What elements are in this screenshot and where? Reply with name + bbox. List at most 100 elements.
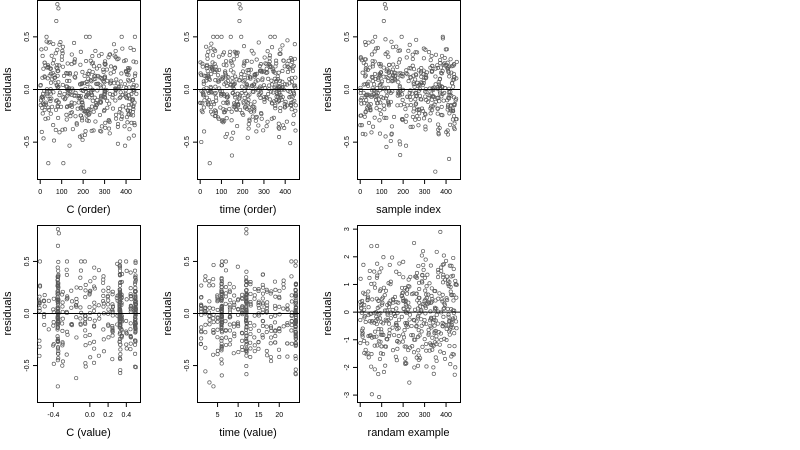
data-point (114, 295, 119, 300)
data-point (37, 308, 42, 313)
data-point (264, 324, 269, 329)
data-point (227, 288, 232, 293)
x-axis-label: C (order) (66, 204, 110, 216)
data-point (429, 91, 434, 96)
data-point (99, 99, 104, 104)
data-point (397, 83, 402, 89)
data-point (203, 330, 208, 335)
data-point (55, 346, 60, 351)
data-point (244, 300, 249, 305)
x-tick-label: 0.4 (121, 412, 131, 419)
data-point (64, 117, 69, 122)
data-point (293, 354, 298, 359)
data-point (124, 259, 129, 264)
data-point (358, 55, 363, 60)
data-point (223, 328, 228, 333)
data-point (231, 70, 236, 75)
data-point (363, 42, 368, 47)
data-point (133, 307, 138, 312)
data-point (262, 55, 267, 60)
data-point (235, 91, 240, 96)
data-point (67, 78, 72, 84)
data-point (262, 69, 267, 74)
data-point (360, 131, 365, 137)
data-point (244, 227, 249, 232)
data-point (366, 79, 371, 84)
data-point (386, 70, 391, 75)
data-point (383, 344, 388, 349)
data-point (117, 268, 123, 273)
data-point (452, 372, 457, 377)
data-point (241, 44, 247, 49)
x-tick-label: 400 (440, 412, 452, 419)
data-point (94, 66, 99, 71)
data-point (132, 281, 138, 286)
data-point (383, 134, 388, 139)
data-point (400, 92, 405, 97)
data-point (423, 288, 428, 293)
data-point (207, 380, 212, 385)
data-point (381, 369, 387, 375)
data-point (56, 6, 61, 11)
data-point (74, 376, 79, 381)
data-point (425, 272, 430, 277)
data-point (373, 76, 378, 81)
data-points (358, 2, 459, 174)
data-point (128, 327, 133, 332)
x-tick-label: 5 (216, 412, 220, 419)
panel-1: 0 100 200 300 400-0.50.00.5C (order)residual… (2, 0, 141, 216)
data-point (422, 275, 427, 280)
data-point (381, 19, 386, 24)
data-point (277, 288, 282, 293)
data-point (293, 305, 298, 310)
data-point (117, 272, 123, 277)
data-point (198, 342, 203, 347)
data-points (38, 2, 139, 174)
data-point (133, 288, 138, 294)
data-point (365, 298, 370, 303)
data-point (450, 108, 455, 113)
data-point (441, 306, 446, 311)
data-point (392, 333, 397, 338)
data-point (293, 356, 298, 361)
data-point (91, 308, 97, 313)
data-point (252, 72, 257, 77)
data-point (386, 103, 391, 108)
data-point (65, 71, 70, 76)
data-point (254, 57, 259, 62)
data-point (124, 96, 129, 101)
data-point (215, 335, 220, 340)
data-point (213, 67, 218, 72)
data-point (260, 335, 265, 340)
data-point (219, 259, 225, 264)
data-point (437, 291, 442, 296)
data-point (103, 120, 108, 125)
data-point (56, 349, 61, 354)
data-point (293, 300, 298, 305)
data-point (446, 96, 452, 101)
data-point (281, 306, 286, 311)
data-point (239, 71, 244, 77)
data-point (248, 340, 253, 345)
data-point (69, 92, 74, 97)
data-point (227, 307, 233, 312)
y-tick-label: -1 (344, 337, 351, 343)
data-point (240, 307, 245, 312)
data-point (215, 73, 221, 78)
data-point (57, 93, 62, 98)
data-point (410, 63, 415, 68)
data-point (212, 70, 217, 75)
data-point (248, 301, 253, 307)
data-point (363, 110, 368, 115)
data-point (203, 322, 208, 327)
data-point (117, 306, 122, 312)
data-point (393, 313, 398, 319)
data-point (207, 299, 212, 304)
data-point (205, 53, 210, 58)
data-point (424, 364, 429, 369)
data-point (240, 292, 245, 297)
data-point (447, 93, 452, 98)
data-point (434, 334, 439, 339)
data-point (128, 112, 133, 117)
data-point (274, 94, 279, 99)
